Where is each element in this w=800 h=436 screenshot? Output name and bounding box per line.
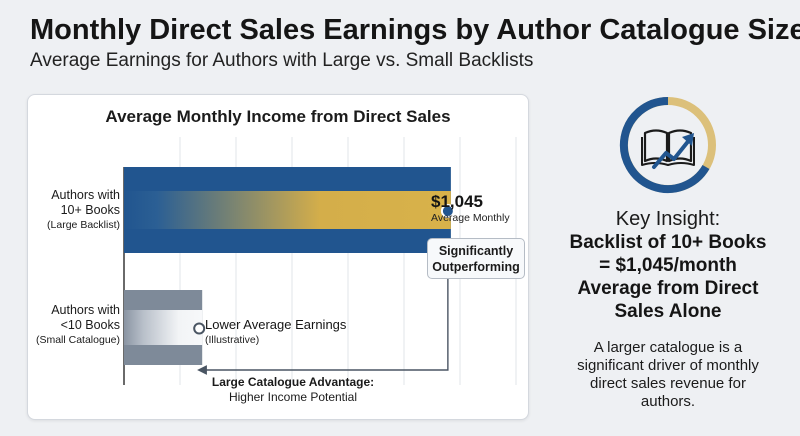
outperforming-callout: Significantly Outperforming <box>427 238 525 279</box>
bar-chart <box>123 137 517 385</box>
chart-title: Average Monthly Income from Direct Sales <box>105 107 451 126</box>
insight-statement: Backlist of 10+ Books = $1,045/month Ave… <box>569 232 767 322</box>
bar-large-backlist <box>124 191 451 229</box>
advantage-annotation: Large Catalogue Advantage: Higher Income… <box>211 375 375 404</box>
advantage-connector-arrow <box>197 253 449 375</box>
page-subtitle: Average Earnings for Authors with Large … <box>30 50 534 71</box>
bar-endpoint-large-backlist <box>440 204 455 218</box>
bar-endpoint-small-catalogue <box>193 322 206 335</box>
data-label-small-catalogue: Lower Average Earnings (Illustrative) <box>205 317 347 346</box>
chart-card: Average Monthly Income from Direct Sales… <box>27 94 529 420</box>
insight-panel: Key Insight: Backlist of 10+ Books = $1,… <box>548 95 788 425</box>
book-growth-icon <box>619 96 716 193</box>
category-label-large-backlist: Authors with 10+ Books (Large Backlist) <box>47 188 120 231</box>
insight-heading: Key Insight: <box>615 208 721 230</box>
category-label-small-catalogue: Authors with <10 Books (Small Catalogue) <box>35 303 120 346</box>
bar-small-catalogue <box>124 310 203 345</box>
insight-note: A larger catalogue is a significant driv… <box>577 339 759 410</box>
data-label-large-backlist: $1,045 Average Monthly <box>431 192 510 224</box>
page-title: Monthly Direct Sales Earnings by Author … <box>30 14 800 46</box>
